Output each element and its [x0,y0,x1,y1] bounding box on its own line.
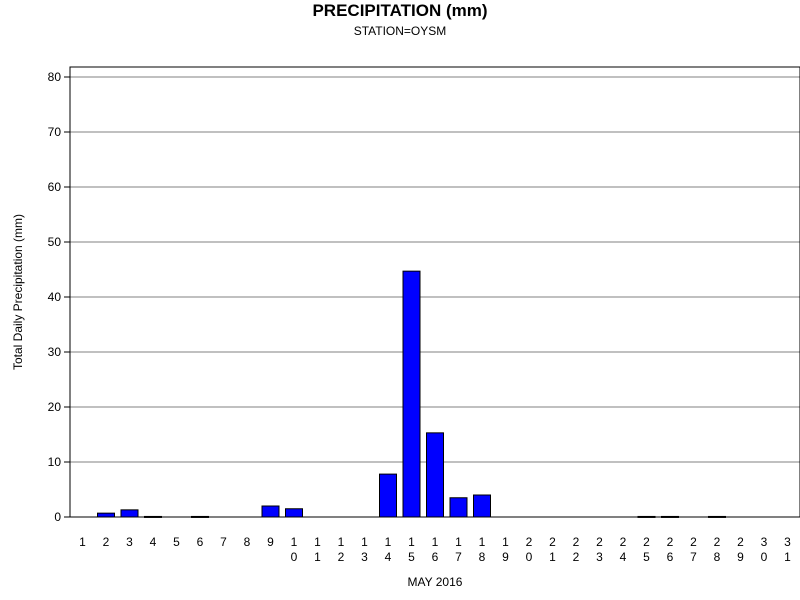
y-tick-label: 20 [48,400,62,414]
x-tick-label: 2 [103,535,110,549]
y-tick-label: 0 [54,510,61,524]
y-tick-label: 70 [48,125,62,139]
x-tick-label: 5 [173,535,180,549]
x-axis-title: MAY 2016 [408,575,463,589]
x-tick-label: 6 [197,535,204,549]
x-tick-label: 9 [267,535,274,549]
y-axis-title: Total Daily Precipitation (mm) [11,214,25,370]
y-tick-label: 60 [48,180,62,194]
chart-title: PRECIPITATION (mm) [312,1,488,20]
y-tick-label: 40 [48,290,62,304]
bar-day-18 [473,494,491,518]
plot-frame [69,66,800,518]
bar-day-10 [285,508,303,518]
x-tick-label: 1 [79,535,86,549]
x-tick-label: 4 [150,535,157,549]
y-tick-label: 30 [48,345,62,359]
y-tick-label: 50 [48,235,62,249]
bar-day-3 [120,509,139,518]
bar-day-16 [426,432,444,518]
bar-day-9 [261,505,280,518]
chart-subtitle: STATION=OYSM [353,24,447,38]
x-tick-label: 7 [220,535,227,549]
bar-day-17 [449,497,468,518]
bar-day-15 [402,270,421,518]
y-tick-label: 80 [48,70,62,84]
x-tick-label: 8 [244,535,251,549]
y-tick-label: 10 [48,455,62,469]
x-tick-label: 3 [126,535,133,549]
bar-day-14 [379,473,397,518]
bar-day-2 [97,512,115,518]
